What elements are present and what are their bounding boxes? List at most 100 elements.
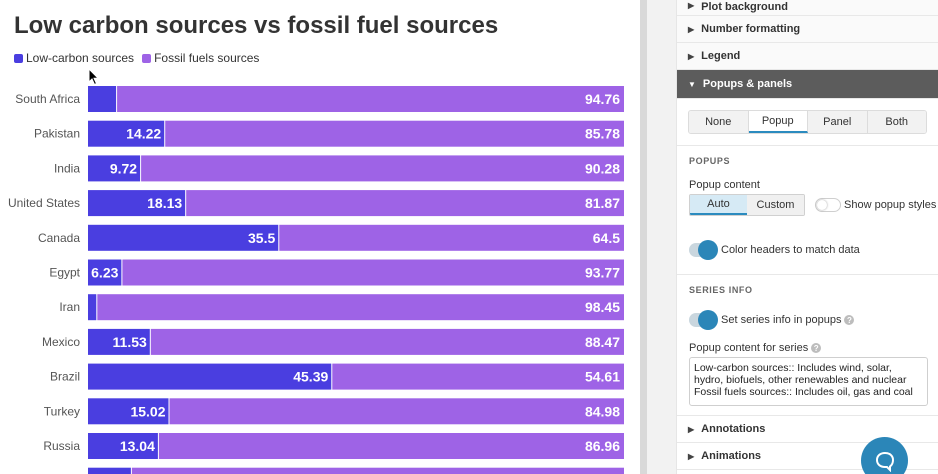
color-headers-label: Color headers to match data [721, 244, 860, 256]
display-mode-none-button[interactable]: None [689, 111, 749, 133]
category-label: Mexico [42, 335, 80, 349]
caret-down-icon: ▼ [688, 79, 696, 89]
bar-fossil[interactable] [332, 363, 624, 390]
bar-low-carbon[interactable] [88, 86, 117, 112]
popup-content-series-textarea[interactable]: Low-carbon sources:: Includes wind, sola… [689, 357, 928, 406]
bar-fossil[interactable] [117, 86, 625, 112]
legend-item-fossil[interactable]: Fossil fuels sources [142, 51, 259, 65]
popup-content-series-label: Popup content for series [689, 342, 809, 354]
bar-low-carbon[interactable] [88, 155, 141, 182]
display-mode-both-button[interactable]: Both [867, 111, 926, 133]
data-label-low-carbon: 9.72 [110, 160, 137, 176]
data-label-low-carbon: 14.22 [126, 126, 161, 142]
color-headers-toggle[interactable] [689, 240, 718, 260]
show-popup-styles-label: Show popup styles [844, 199, 937, 211]
bar-fossil[interactable] [279, 224, 624, 251]
data-label-low-carbon: 15.02 [130, 403, 165, 419]
toggle-knob [698, 310, 718, 330]
section-label: Animations [701, 450, 762, 462]
display-mode-selector: None Popup Panel Both [688, 110, 927, 134]
caret-right-icon: ▶ [688, 424, 695, 434]
section-annotations[interactable]: ▶ Annotations [677, 416, 938, 443]
data-label-fossil: 94.76 [585, 91, 620, 107]
data-label-low-carbon: 35.5 [248, 230, 275, 246]
divider [677, 145, 938, 146]
bar-fossil[interactable] [141, 155, 625, 182]
bar-low-carbon[interactable] [88, 120, 165, 147]
bar-low-carbon[interactable] [88, 328, 150, 355]
series-info-heading: SERIES INFO [689, 285, 753, 295]
data-label-low-carbon: 13.04 [120, 438, 155, 454]
data-label-low-carbon: 6.23 [91, 265, 118, 281]
set-series-info-label: Set series info in popups [721, 314, 842, 326]
popup-content-custom-button[interactable]: Custom [747, 195, 804, 215]
category-label: Russia [43, 439, 80, 453]
section-plot-background[interactable]: ▶ Plot background [677, 0, 938, 16]
chart-title: Low carbon sources vs fossil fuel source… [14, 12, 499, 39]
bar-low-carbon[interactable] [88, 467, 131, 474]
category-label: India [54, 161, 80, 175]
toggle-knob [698, 240, 718, 260]
caret-right-icon: ▶ [688, 1, 695, 10]
bar-fossil[interactable] [165, 120, 625, 147]
popup-content-auto-button[interactable]: Auto [690, 195, 747, 215]
show-popup-styles-toggle[interactable] [815, 198, 841, 212]
section-label: Number formatting [701, 23, 801, 35]
bar-low-carbon[interactable] [88, 294, 97, 321]
chart-legend: Low-carbon sources Fossil fuels sources [14, 51, 259, 65]
chat-button[interactable] [861, 437, 908, 474]
data-label-fossil: 93.77 [585, 265, 620, 281]
category-label: Canada [38, 231, 80, 245]
bar-low-carbon[interactable] [88, 363, 332, 390]
legend-label-fossil: Fossil fuels sources [154, 51, 260, 65]
bar-fossil[interactable] [131, 467, 624, 474]
category-label: Brazil [50, 370, 80, 384]
settings-panel: ▶ Plot background ▶ Number formatting ▶ … [676, 0, 938, 474]
bar-fossil[interactable] [122, 259, 625, 286]
data-label-fossil: 84.98 [585, 403, 620, 419]
bar-fossil[interactable] [169, 398, 624, 425]
section-legend[interactable]: ▶ Legend [677, 43, 938, 70]
popups-heading: POPUPS [689, 156, 731, 166]
display-mode-panel-button[interactable]: Panel [808, 111, 868, 133]
section-label: Plot background [701, 1, 788, 13]
category-label: Pakistan [34, 127, 80, 141]
display-mode-popup-button[interactable]: Popup [748, 111, 808, 133]
set-series-info-toggle[interactable] [689, 310, 718, 330]
bar-low-carbon[interactable] [88, 224, 279, 251]
data-label-fossil: 88.47 [585, 334, 620, 350]
toggle-knob [817, 200, 827, 210]
section-label: Popups & panels [702, 78, 793, 90]
section-number-formatting[interactable]: ▶ Number formatting [677, 16, 938, 43]
section-label: Annotations [701, 423, 766, 435]
bar-low-carbon[interactable] [88, 398, 169, 425]
bar-low-carbon[interactable] [88, 259, 122, 286]
bar-fossil[interactable] [150, 328, 625, 355]
data-label-fossil: 98.45 [585, 299, 620, 315]
section-popups-panels[interactable]: ▼ Popups & panels [677, 70, 938, 99]
bar-fossil[interactable] [97, 294, 625, 321]
category-label: United States [8, 196, 80, 210]
data-label-low-carbon: 18.13 [147, 195, 182, 211]
bar-fossil[interactable] [186, 190, 624, 217]
category-label: Egypt [49, 266, 80, 280]
bar-low-carbon[interactable] [88, 433, 158, 459]
divider [677, 415, 938, 416]
caret-right-icon: ▶ [688, 24, 695, 34]
bar-fossil[interactable] [158, 433, 624, 459]
data-label-fossil: 81.87 [585, 195, 620, 211]
data-label-fossil: 90.28 [585, 160, 620, 176]
section-label: Legend [701, 50, 741, 62]
bar-low-carbon[interactable] [88, 190, 186, 217]
mouse-pointer-icon [88, 68, 100, 86]
data-label-fossil: 86.96 [585, 438, 620, 454]
help-icon[interactable]: ? [811, 343, 822, 353]
caret-right-icon: ▶ [688, 51, 695, 61]
legend-item-low-carbon[interactable]: Low-carbon sources [14, 51, 134, 65]
legend-swatch-low-carbon [14, 53, 23, 63]
chart-scrollbar[interactable] [640, 0, 647, 474]
chart-area: Low carbon sources vs fossil fuel source… [7, 12, 625, 474]
data-label-low-carbon: 45.39 [293, 369, 328, 385]
help-icon[interactable]: ? [844, 315, 855, 325]
chat-bubble-icon [875, 451, 894, 472]
